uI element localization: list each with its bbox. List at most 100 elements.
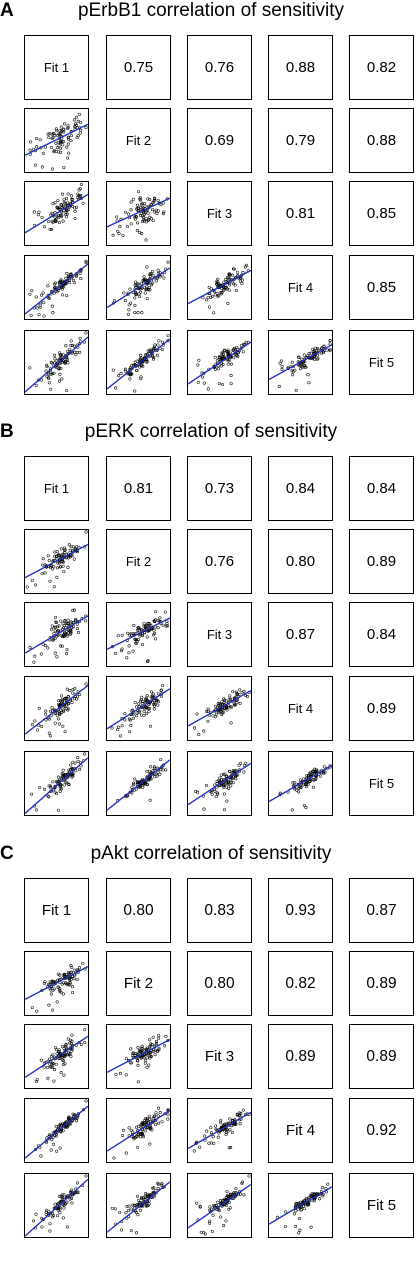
data-point <box>55 549 59 554</box>
data-point <box>78 693 82 697</box>
data-point <box>47 381 51 385</box>
data-point <box>46 1065 50 1069</box>
data-point <box>83 1041 87 1045</box>
data-point <box>230 1123 234 1127</box>
data-point <box>130 364 134 368</box>
data-point <box>136 1080 140 1084</box>
data-point <box>37 706 41 710</box>
data-point <box>208 1208 212 1212</box>
data-point <box>222 698 226 702</box>
data-point <box>53 651 57 655</box>
data-point <box>42 314 46 318</box>
data-point <box>215 279 219 283</box>
diagonal-fit-label: Fit 3 <box>187 1024 252 1089</box>
data-point <box>151 357 156 361</box>
data-point <box>311 357 315 361</box>
data-point <box>57 1050 61 1054</box>
data-point <box>60 1055 64 1059</box>
data-point <box>45 1136 49 1140</box>
scatter-cell <box>24 676 89 741</box>
data-point <box>214 712 218 716</box>
data-point <box>78 187 82 191</box>
data-point <box>196 380 200 384</box>
data-point <box>51 1135 55 1139</box>
scatter-cell <box>24 1024 89 1089</box>
data-point <box>64 196 69 200</box>
data-point <box>125 656 129 660</box>
data-point <box>138 357 142 361</box>
diagonal-fit-label: Fit 5 <box>349 751 414 816</box>
data-point <box>44 712 48 716</box>
data-point <box>57 379 62 383</box>
data-point <box>135 203 139 207</box>
data-point <box>222 1129 226 1133</box>
data-point <box>291 373 295 377</box>
data-point <box>149 202 154 206</box>
correlation-cell: 0.85 <box>349 255 414 320</box>
data-point <box>136 1058 140 1062</box>
data-point <box>163 610 167 614</box>
data-point <box>137 780 141 784</box>
fit-label: Fit 4 <box>287 280 314 295</box>
data-point <box>28 292 32 296</box>
data-point <box>42 981 46 986</box>
data-point <box>152 198 156 202</box>
diagonal-fit-label: Fit 1 <box>24 35 89 100</box>
data-point <box>228 358 232 362</box>
regression-line <box>25 123 88 156</box>
data-point <box>156 1114 160 1118</box>
regression-line <box>25 684 88 735</box>
data-point <box>40 165 44 169</box>
data-point <box>118 1071 122 1075</box>
data-point <box>54 615 58 619</box>
data-point <box>64 1045 68 1049</box>
data-point <box>48 734 52 738</box>
correlation-value: 0.81 <box>285 205 316 222</box>
data-point <box>69 545 73 549</box>
data-point <box>41 1218 45 1222</box>
data-point <box>28 148 32 152</box>
data-point <box>67 351 71 356</box>
data-point <box>128 377 132 381</box>
data-point <box>201 296 205 300</box>
data-point <box>235 1113 239 1117</box>
data-point <box>125 1204 129 1208</box>
data-point <box>322 770 326 774</box>
data-point <box>139 377 143 381</box>
regression-line <box>25 1105 88 1159</box>
data-point <box>60 206 64 210</box>
data-point <box>140 1046 144 1050</box>
data-point <box>219 773 223 777</box>
data-point <box>47 220 51 224</box>
data-point <box>217 282 221 286</box>
data-point <box>112 299 116 303</box>
data-point <box>79 1043 83 1047</box>
data-point <box>225 705 229 709</box>
data-point <box>147 1114 151 1118</box>
data-point <box>33 163 37 167</box>
data-point <box>52 1062 56 1066</box>
data-point <box>145 698 149 702</box>
scatter-plot <box>25 331 88 393</box>
data-point <box>222 287 226 291</box>
data-point <box>154 1041 158 1045</box>
scatter-cell <box>187 255 252 320</box>
data-point <box>57 710 61 714</box>
data-point <box>139 1123 143 1127</box>
data-point <box>76 192 80 196</box>
data-point <box>121 1128 125 1132</box>
regression-line <box>25 1178 88 1237</box>
data-point <box>140 286 144 290</box>
data-point <box>135 368 139 372</box>
data-point <box>154 637 158 641</box>
data-point <box>84 530 88 534</box>
data-point <box>148 1038 152 1042</box>
data-point <box>320 1186 324 1190</box>
scatter-cell <box>268 1173 333 1238</box>
data-point <box>209 1141 213 1145</box>
data-point <box>73 125 77 129</box>
data-point <box>155 353 159 357</box>
data-point <box>156 198 160 203</box>
regression-line <box>25 543 88 579</box>
data-point <box>216 367 220 371</box>
